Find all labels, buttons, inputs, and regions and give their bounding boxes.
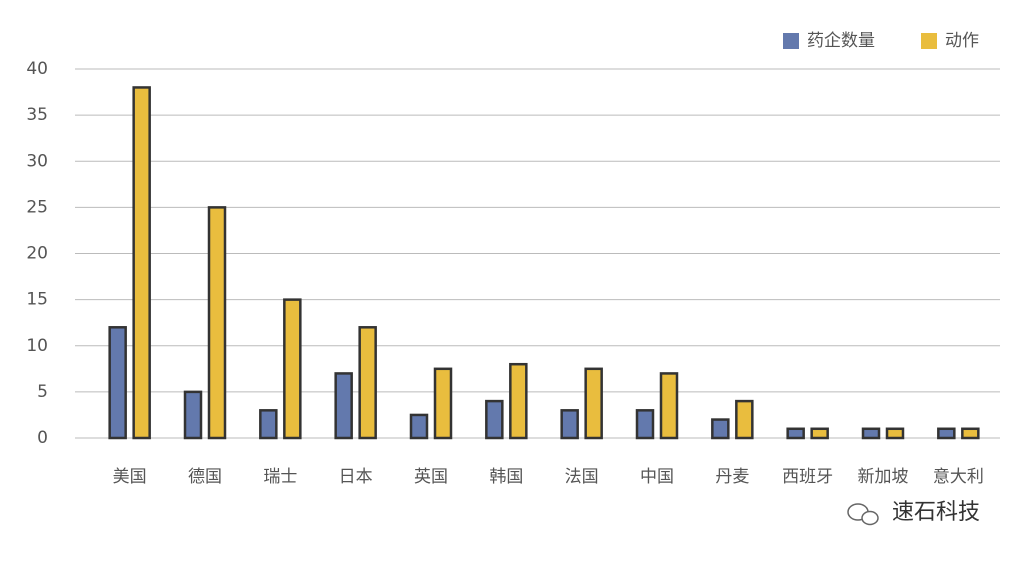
x-tick-label: 中国 <box>640 467 674 487</box>
bar <box>810 427 829 440</box>
bar <box>786 427 805 440</box>
y-tick-label: 40 <box>26 59 48 79</box>
bar <box>358 326 377 440</box>
y-tick-label: 35 <box>26 105 48 125</box>
legend-label: 动作 <box>945 31 979 51</box>
bar <box>861 427 881 440</box>
bar <box>183 390 203 440</box>
y-tick-label: 15 <box>26 290 48 310</box>
bar <box>283 298 302 440</box>
bar <box>509 362 528 440</box>
wechat-icon <box>861 510 879 526</box>
y-tick-label: 30 <box>26 151 48 171</box>
x-tick-label: 德国 <box>188 467 222 487</box>
x-tick-label: 西班牙 <box>782 467 833 487</box>
bar <box>560 409 579 440</box>
bar <box>485 399 504 440</box>
x-tick-label: 韩国 <box>489 467 523 487</box>
x-tick-label: 瑞士 <box>263 467 297 487</box>
y-tick-label: 0 <box>37 428 48 448</box>
legend-label: 药企数量 <box>807 31 875 51</box>
bar <box>584 367 603 440</box>
y-tick-label: 20 <box>26 244 48 264</box>
legend-swatch <box>921 33 937 49</box>
bar <box>711 418 730 440</box>
bar <box>635 409 655 440</box>
x-tick-label: 丹麦 <box>715 467 749 487</box>
x-tick-label: 美国 <box>113 467 147 487</box>
bar <box>433 367 453 440</box>
bar <box>108 326 127 440</box>
y-tick-label: 5 <box>37 382 48 402</box>
bar <box>409 413 429 440</box>
y-tick-label: 10 <box>26 336 48 356</box>
bar <box>207 206 227 440</box>
x-tick-label: 意大利 <box>933 467 984 487</box>
y-tick-label: 25 <box>26 197 48 217</box>
x-tick-label: 日本 <box>339 467 373 487</box>
bar <box>937 427 956 440</box>
watermark-text: 速石科技 <box>892 500 980 525</box>
bar <box>334 372 353 440</box>
bar <box>885 427 905 440</box>
bar <box>259 409 278 440</box>
legend-swatch <box>783 33 799 49</box>
bar <box>659 372 679 440</box>
bar <box>961 427 980 440</box>
bar <box>735 399 754 440</box>
x-tick-label: 新加坡 <box>858 467 909 487</box>
watermark: 速石科技 <box>847 500 980 526</box>
bar <box>132 86 151 440</box>
x-tick-label: 法国 <box>565 467 599 487</box>
x-tick-label: 英国 <box>414 467 448 487</box>
